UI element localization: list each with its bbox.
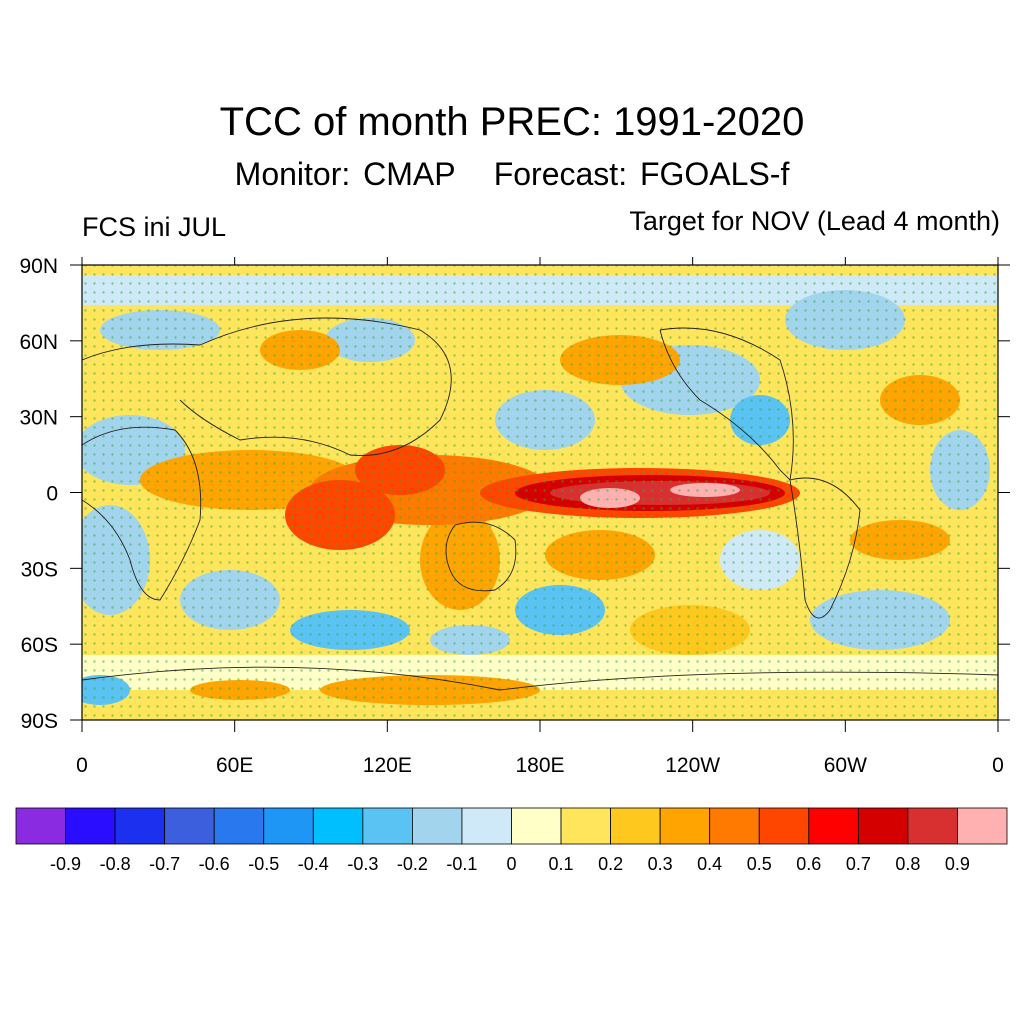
colorbar-label: 0.3 [648, 854, 673, 874]
colorbar-box [560, 807, 611, 845]
map-field [82, 265, 998, 720]
colorbar-label: 0.7 [846, 854, 871, 874]
lat-label: 0 [46, 483, 58, 506]
lon-label: 120E [363, 754, 412, 777]
colorbar-label: -0.4 [298, 854, 329, 874]
lat-label: 60S [21, 634, 58, 657]
lat-label: 90N [19, 255, 58, 278]
colorbar-label: 0.8 [895, 854, 920, 874]
coastlines [82, 317, 998, 691]
colorbar-boxes [15, 807, 1008, 845]
colorbar-label: -0.7 [149, 854, 180, 874]
colorbar-box [164, 807, 215, 845]
colorbar-label: -0.1 [446, 854, 477, 874]
colorbar-box [461, 807, 512, 845]
colorbar-box [213, 807, 265, 845]
colorbar-box [263, 807, 314, 845]
colorbar-box [907, 807, 958, 845]
colorbar-box [312, 807, 364, 845]
colorbar-label: 0.5 [747, 854, 772, 874]
colorbar-box [857, 807, 909, 845]
colorbar-box [709, 807, 760, 845]
colorbar-box [511, 807, 562, 845]
colorbar-label: -0.3 [347, 854, 378, 874]
monitor-label: Monitor: CMAP [234, 156, 456, 192]
lon-label: 120W [665, 754, 720, 777]
colorbar-label: 0.6 [796, 854, 821, 874]
colorbar-label: 0.2 [598, 854, 623, 874]
lon-label: 0 [76, 754, 88, 777]
colorbar-box [808, 807, 859, 845]
colorbar-box [758, 807, 810, 845]
lat-label: 90S [21, 710, 58, 733]
map-subtitle: Monitor: CMAP Forecast: FGOALS-f [0, 156, 1024, 193]
colorbar-box [957, 807, 1008, 845]
colorbar-label: -0.5 [248, 854, 279, 874]
target-label: Target for NOV (Lead 4 month) [629, 206, 1000, 236]
lat-label: 60N [19, 331, 58, 354]
colorbar-box [610, 807, 661, 845]
lon-label: 60W [824, 754, 867, 777]
longitude-labels: 0 60E 120E 180E 120W 60W 0 [76, 754, 1004, 777]
lon-label: 60E [216, 754, 253, 777]
colorbar-labels: -0.9 -0.8 -0.7 -0.6 -0.5 -0.4 -0.3 -0.2 -0.1 0 0.1… [50, 854, 970, 874]
colorbar-label: -0.9 [50, 854, 81, 874]
correlation-map: 90N 60N 30N 0 30S 60S 90S 0 60E 120E 180E 120W 60W 0 [19, 255, 1010, 777]
colorbar-label: 0.1 [549, 854, 574, 874]
colorbar-box [114, 807, 166, 845]
lat-label: 30N [19, 407, 58, 430]
axis-ticks [70, 257, 1010, 732]
colorbar-box [362, 807, 413, 845]
lat-label: 30S [21, 558, 58, 581]
latitude-labels: 90N 60N 30N 0 30S 60S 90S [19, 255, 58, 733]
colorbar-label: -0.6 [199, 854, 230, 874]
lon-label: 180E [515, 754, 564, 777]
colorbar: -0.9 -0.8 -0.7 -0.6 -0.5 -0.4 -0.3 -0.2 -0.1 0 0.1… [15, 807, 1008, 874]
colorbar-label: 0.9 [945, 854, 970, 874]
forecast-label: Forecast: FGOALS-f [493, 156, 790, 192]
map-title: TCC of month PREC: 1991-2020 [219, 100, 805, 144]
colorbar-label: -0.2 [397, 854, 428, 874]
colorbar-box [411, 807, 463, 845]
lon-label: 0 [992, 754, 1004, 777]
colorbar-label: 0.4 [697, 854, 722, 874]
colorbar-label: 0 [506, 854, 516, 874]
colorbar-label: -0.8 [100, 854, 131, 874]
colorbar-box [65, 807, 116, 845]
colorbar-box [659, 807, 711, 845]
init-label: FCS ini JUL [82, 212, 227, 242]
colorbar-box [15, 807, 66, 845]
